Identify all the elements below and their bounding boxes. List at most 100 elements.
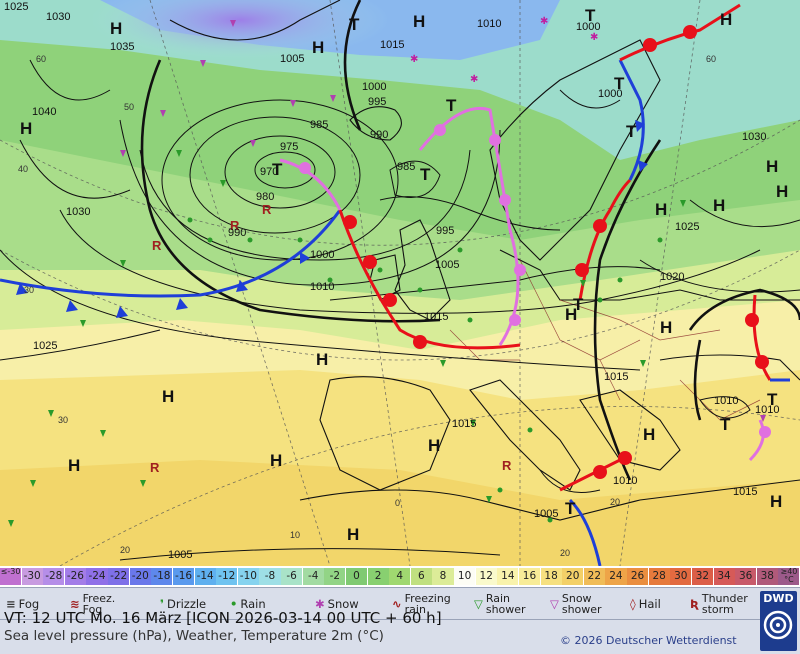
scale-cell: 36	[735, 568, 757, 585]
isobar-label: 1015	[604, 371, 628, 383]
scale-cell: 2	[367, 568, 389, 585]
isobar-label: 1005	[280, 53, 304, 65]
scale-cell: -8	[259, 568, 281, 585]
legend-snow-shower: ▽ Snow shower	[550, 592, 602, 616]
low-pressure-marker: T	[272, 160, 283, 179]
high-pressure-marker: H	[660, 318, 672, 337]
legend-drizzle: ❜ Drizzle	[160, 597, 207, 611]
scale-cell: 34	[713, 568, 735, 585]
svg-text:✱: ✱	[590, 32, 598, 43]
isobar-label: 1025	[4, 1, 28, 13]
high-pressure-marker: H	[713, 196, 725, 215]
graticule-label: 20	[120, 545, 130, 555]
scale-cell: -16	[172, 568, 195, 585]
temperature-scale: ≤-30 -30 -28 -26 -24 -22 -20 -18 -16 -14 -12 -10 -8-…	[0, 566, 800, 587]
low-pressure-marker: T	[720, 415, 731, 434]
scale-cell: -26	[64, 568, 86, 585]
isobar-label: 995	[368, 96, 386, 108]
svg-text:✱: ✱	[470, 74, 478, 85]
scale-cell: 12	[475, 568, 497, 585]
isobar-label: 1000	[310, 249, 334, 261]
high-pressure-marker: H	[347, 525, 359, 544]
high-pressure-marker: H	[776, 182, 788, 201]
high-pressure-marker: H	[68, 456, 80, 475]
svg-text:R: R	[230, 218, 240, 233]
isobar-label: 1030	[742, 131, 766, 143]
scale-cell: 16	[518, 568, 541, 585]
legend-rain: • Rain	[230, 597, 266, 611]
graticule-label: 20	[560, 548, 570, 558]
isobar-label: 1015	[452, 418, 476, 430]
high-pressure-marker: H	[565, 305, 577, 324]
scale-cell: -22	[108, 568, 130, 585]
isobar-label: 995	[436, 225, 454, 237]
isobar-label: 1010	[477, 18, 501, 30]
svg-text:R: R	[152, 238, 162, 253]
isobar-label: 1015	[733, 486, 757, 498]
graticule-label: 40	[18, 164, 28, 174]
legend-panel: ≡ Fog ≋ Freez. Fog ❜ Drizzle • Rain ✱ Sno…	[0, 587, 800, 654]
svg-text:R: R	[502, 458, 512, 473]
legend-hail: ◊ Hail	[630, 597, 661, 611]
isobar-label: 1040	[32, 106, 56, 118]
isobar-label: 1025	[675, 221, 699, 233]
scale-cell: 24	[605, 568, 627, 585]
low-pressure-marker: T	[420, 165, 431, 184]
low-pressure-marker: T	[767, 390, 778, 409]
high-pressure-marker: H	[270, 451, 282, 470]
isobar-label: 1005	[435, 259, 459, 271]
high-pressure-marker: H	[20, 119, 32, 138]
legend-freezing-fog: ≋ Freez. Fog	[70, 592, 116, 616]
scale-cell: 20	[562, 568, 584, 585]
scale-cell: -2	[324, 568, 346, 585]
isobar-label: 1005	[534, 508, 558, 520]
legend-thunderstorm: Ʀ Thunder storm	[690, 592, 748, 616]
isobar-label: 990	[228, 227, 246, 239]
high-pressure-marker: H	[162, 387, 174, 406]
scale-cell: -28	[43, 568, 65, 585]
legend-freezing-rain: ∿ Freezing rain	[392, 592, 451, 616]
isobar-label: 1020	[660, 271, 684, 283]
scale-cell: -20	[129, 568, 151, 585]
scale-cell: -6	[281, 568, 303, 585]
freezing-rain-icon: ∿	[392, 597, 402, 611]
snow-shower-icon: ▽	[550, 597, 559, 611]
scale-cell: 10	[454, 568, 476, 585]
isobar-label: 975	[280, 141, 298, 153]
high-pressure-marker: H	[413, 12, 425, 31]
isobar-label: 970	[260, 166, 278, 178]
isobar-label: 985	[310, 119, 328, 131]
scale-cell: 38	[756, 568, 778, 585]
high-pressure-marker: H	[312, 38, 324, 57]
scale-cell: -30	[21, 568, 43, 585]
high-pressure-marker: H	[110, 19, 122, 38]
scale-cell: 0	[345, 568, 368, 585]
scale-cell: -4	[302, 568, 324, 585]
isobar-label: 1015	[380, 39, 404, 51]
low-pressure-marker: T	[614, 74, 625, 93]
fog-icon: ≡	[6, 597, 16, 611]
rain-shower-icon: ▽	[474, 597, 483, 611]
svg-text:R: R	[262, 202, 272, 217]
high-pressure-marker: H	[643, 425, 655, 444]
svg-text:✱: ✱	[540, 16, 548, 27]
graticule-label: 30	[58, 415, 68, 425]
isobar-label: 1005	[168, 549, 192, 561]
snow-icon: ✱	[315, 597, 325, 611]
legend-snow: ✱ Snow	[315, 597, 359, 611]
isobar-label: 1025	[33, 340, 57, 352]
isobar-label: 990	[370, 129, 388, 141]
isobar-label: 1000	[362, 81, 386, 93]
hail-icon: ◊	[630, 597, 636, 611]
high-pressure-marker: H	[428, 436, 440, 455]
graticule-label: 10	[290, 530, 300, 540]
drizzle-icon: ❜	[160, 597, 164, 611]
legend-divider	[0, 619, 760, 620]
isobar-label: 1010	[310, 281, 334, 293]
high-pressure-marker: H	[720, 10, 732, 29]
scale-cell: 4	[389, 568, 411, 585]
copyright: © 2026 Deutscher Wetterdienst	[560, 634, 737, 647]
dwd-spiral-icon	[763, 610, 793, 640]
isobar-label: 980	[256, 191, 274, 203]
